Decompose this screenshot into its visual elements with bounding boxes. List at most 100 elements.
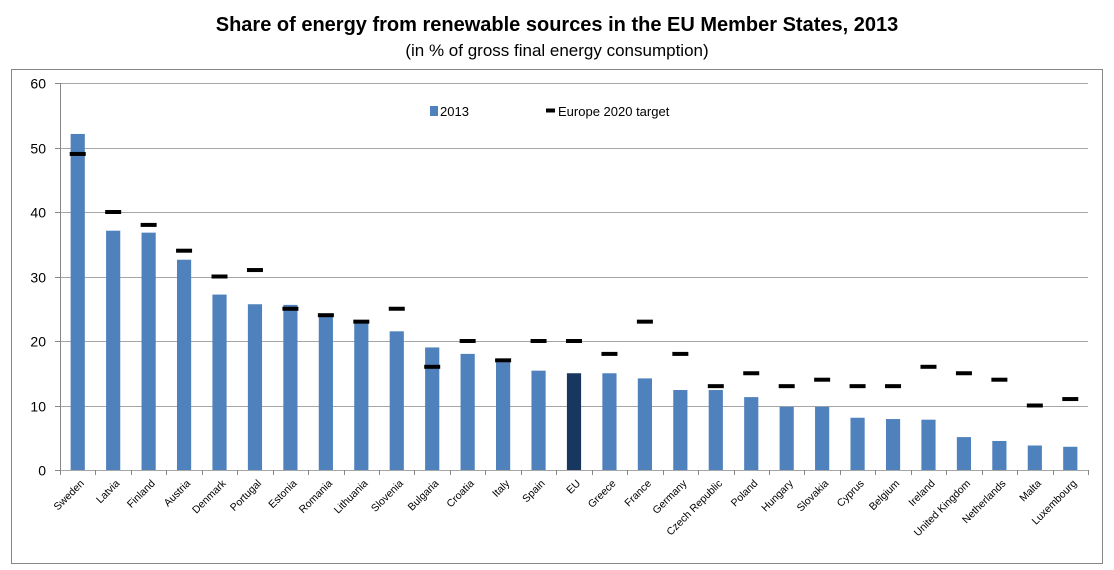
target-marker-luxembourg bbox=[1062, 397, 1079, 402]
target-marker-croatia bbox=[459, 339, 476, 343]
bar-belgium bbox=[885, 419, 901, 470]
x-tick-label: Sweden bbox=[52, 478, 87, 513]
bar-germany bbox=[673, 390, 688, 470]
bar-croatia bbox=[460, 353, 475, 470]
bar-greece bbox=[602, 373, 617, 470]
target-marker-slovenia bbox=[388, 306, 405, 311]
x-tick-label: Malta bbox=[1017, 478, 1044, 505]
bar-luxembourg bbox=[1063, 446, 1078, 470]
bar-netherlands bbox=[992, 440, 1007, 470]
bar-poland bbox=[744, 397, 759, 470]
chart-title: Share of energy from renewable sources i… bbox=[215, 14, 899, 36]
target-marker-spain bbox=[530, 339, 547, 343]
target-marker-latvia bbox=[105, 210, 122, 214]
y-tick-label: 30 bbox=[30, 270, 46, 286]
legend-swatch-2013 bbox=[430, 106, 438, 116]
x-tick-label: Austria bbox=[162, 478, 194, 510]
x-tick-label: Estonia bbox=[266, 478, 299, 511]
target-marker-finland bbox=[140, 222, 157, 227]
x-tick-label: Ireland bbox=[906, 478, 937, 509]
target-marker-italy bbox=[495, 358, 512, 363]
x-tick-label: Belgium bbox=[867, 477, 902, 512]
target-marker-lithuania bbox=[353, 319, 370, 324]
x-tick-label: Slovakia bbox=[795, 478, 832, 515]
bar-portugal bbox=[247, 304, 263, 470]
target-marker-greece bbox=[601, 351, 618, 356]
target-marker-netherlands bbox=[991, 377, 1008, 382]
y-tick-label: 40 bbox=[30, 205, 46, 221]
y-tick-label: 0 bbox=[38, 463, 46, 479]
target-marker-estonia bbox=[282, 306, 299, 311]
target-marker-cyprus bbox=[849, 384, 866, 389]
x-tick-label: Denmark bbox=[190, 477, 229, 516]
bar-latvia bbox=[106, 230, 121, 470]
x-tick-label: Greece bbox=[586, 478, 619, 511]
x-tick-label: France bbox=[622, 478, 654, 510]
legend: 2013 Europe 2020 target bbox=[430, 104, 670, 119]
y-tick-label: 60 bbox=[30, 76, 46, 92]
x-tick-label: Lithuania bbox=[332, 478, 371, 517]
x-tick-label: Finland bbox=[125, 478, 158, 511]
x-tick-label: Italy bbox=[490, 477, 513, 500]
target-marker-belgium bbox=[885, 384, 902, 389]
bar-malta bbox=[1027, 445, 1042, 470]
bar-estonia bbox=[283, 304, 298, 470]
x-tick-label: Poland bbox=[729, 478, 761, 510]
bar-italy bbox=[496, 362, 511, 470]
bar-slovakia bbox=[815, 406, 830, 470]
x-tick-label: Bulgaria bbox=[406, 478, 442, 514]
legend-label-target: Europe 2020 target bbox=[558, 104, 670, 119]
target-marker-hungary bbox=[778, 384, 795, 389]
target-marker-portugal bbox=[246, 268, 263, 273]
target-marker-united-kingdom bbox=[955, 371, 972, 376]
x-tick-label: Cyprus bbox=[835, 478, 867, 510]
bar-spain bbox=[531, 370, 546, 470]
legend-swatch-target bbox=[546, 108, 555, 113]
x-tick-label: EU bbox=[564, 478, 583, 497]
x-tick-label: Romania bbox=[297, 478, 335, 516]
target-marker-germany bbox=[672, 351, 689, 356]
target-marker-sweden bbox=[69, 151, 86, 156]
bar-finland bbox=[141, 232, 156, 470]
bar-cyprus bbox=[850, 417, 865, 470]
x-tick-label: Spain bbox=[520, 478, 548, 506]
y-tick-label: 50 bbox=[30, 141, 46, 157]
x-tick-label: Slovenia bbox=[369, 478, 406, 515]
bar-sweden bbox=[70, 133, 85, 470]
x-tick-label: Hungary bbox=[759, 477, 796, 514]
y-axis: 0 10 20 30 40 50 60 bbox=[30, 76, 1089, 479]
bar-united-kingdom bbox=[956, 437, 972, 470]
target-marker-poland bbox=[743, 371, 760, 376]
target-marker-malta bbox=[1026, 403, 1043, 408]
x-tick-label: Latvia bbox=[94, 478, 122, 506]
target-marker-czech-republic bbox=[707, 384, 724, 389]
chart-subtitle: (in % of gross final energy consumption) bbox=[405, 41, 709, 60]
target-marker-romania bbox=[317, 313, 334, 318]
target-series bbox=[69, 151, 1079, 408]
target-marker-eu bbox=[566, 339, 582, 343]
target-marker-slovakia bbox=[814, 377, 831, 382]
bar-hungary bbox=[779, 406, 794, 470]
bar-lithuania bbox=[354, 321, 369, 470]
y-tick-label: 20 bbox=[30, 334, 46, 350]
bar-bulgaria bbox=[425, 347, 440, 470]
target-marker-denmark bbox=[211, 274, 228, 279]
bar-austria bbox=[176, 259, 192, 470]
x-tick-label: Portugal bbox=[228, 478, 264, 514]
bar-series bbox=[70, 133, 1078, 470]
chart-frame bbox=[11, 69, 1103, 564]
bar-denmark bbox=[212, 294, 227, 470]
legend-label-2013: 2013 bbox=[440, 104, 469, 119]
bar-ireland bbox=[921, 419, 936, 470]
target-marker-ireland bbox=[920, 364, 937, 369]
y-tick-label: 10 bbox=[30, 399, 46, 415]
bar-romania bbox=[318, 315, 333, 470]
target-marker-austria bbox=[176, 248, 193, 253]
x-tick-label: Croatia bbox=[444, 478, 477, 511]
bar-slovenia bbox=[389, 331, 404, 470]
bar-eu bbox=[566, 373, 582, 470]
bar-france bbox=[637, 378, 652, 470]
target-marker-france bbox=[636, 319, 653, 324]
